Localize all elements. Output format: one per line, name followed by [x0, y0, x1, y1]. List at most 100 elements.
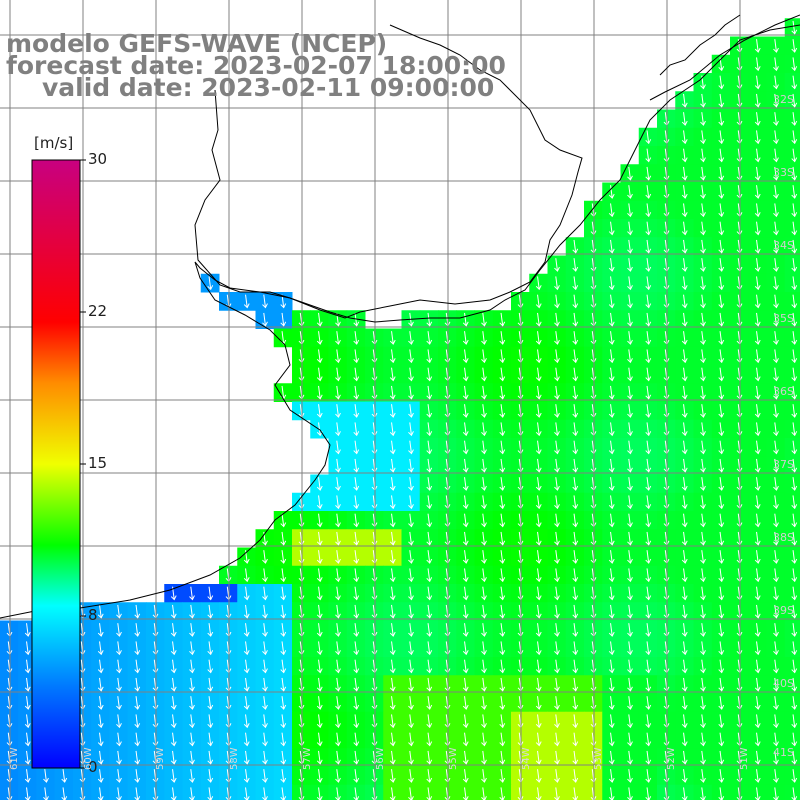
- wind-arrowhead: [754, 686, 761, 692]
- wind-arrow: [555, 513, 558, 527]
- wind-arrow: [774, 641, 777, 655]
- wind-arrow: [537, 732, 540, 746]
- wind-arrowhead: [116, 631, 122, 637]
- wind-arrow: [281, 677, 285, 691]
- wind-arrow: [683, 586, 686, 600]
- wind-arrowhead: [280, 631, 287, 637]
- wind-arrowhead: [791, 66, 798, 72]
- wind-arrowhead: [681, 522, 688, 528]
- wind-arrow: [610, 331, 613, 345]
- wind-cell: [784, 200, 800, 220]
- wind-arrow: [774, 714, 777, 728]
- wind-arrowhead: [554, 650, 560, 656]
- wind-arrow: [774, 495, 777, 509]
- wind-arrow: [427, 568, 431, 582]
- wind-arrowhead: [681, 230, 688, 236]
- wind-arrowhead: [353, 522, 360, 528]
- wind-arrow: [281, 531, 285, 545]
- wind-arrowhead: [280, 303, 287, 309]
- wind-arrow: [44, 787, 47, 800]
- wind-arrowhead: [207, 796, 214, 800]
- wind-arrowhead: [645, 631, 652, 637]
- wind-arrowhead: [426, 522, 433, 528]
- wind-arrow: [500, 331, 504, 345]
- wind-arrow: [701, 331, 704, 345]
- wind-arrowhead: [754, 741, 761, 747]
- wind-arrow: [774, 367, 777, 381]
- wind-arrowhead: [718, 431, 725, 437]
- wind-arrowhead: [189, 613, 195, 619]
- wind-arrowhead: [335, 467, 341, 473]
- wind-arrow: [482, 477, 485, 491]
- wind-arrowhead: [170, 777, 177, 783]
- wind-arrowhead: [335, 577, 341, 583]
- wind-arrowhead: [280, 522, 287, 528]
- wind-arrow: [190, 732, 193, 746]
- wind-arrow: [756, 404, 759, 418]
- wind-arrow: [683, 166, 686, 180]
- wind-arrowhead: [773, 412, 779, 418]
- wind-arrow: [409, 367, 412, 381]
- wind-arrow: [427, 440, 431, 454]
- wind-arrowhead: [700, 157, 706, 163]
- wind-arrow: [610, 367, 613, 381]
- wind-arrow: [628, 550, 631, 564]
- wind-arrowhead: [718, 723, 725, 729]
- wind-arrowhead: [700, 595, 706, 601]
- wind-arrowhead: [754, 431, 761, 437]
- wind-arrow: [354, 550, 358, 564]
- wind-arrow: [646, 732, 650, 746]
- wind-arrow: [646, 623, 650, 637]
- wind-arrowhead: [572, 431, 579, 437]
- wind-arrowhead: [754, 321, 761, 327]
- wind-arrow: [719, 550, 723, 564]
- wind-arrowhead: [335, 449, 341, 455]
- wind-arrowhead: [462, 631, 469, 637]
- wind-arrowhead: [773, 394, 779, 400]
- wind-arrow: [792, 385, 796, 399]
- wind-arrowhead: [499, 339, 506, 345]
- wind-arrowhead: [280, 796, 287, 800]
- wind-arrow: [464, 623, 467, 637]
- wind-arrowhead: [426, 467, 433, 473]
- lat-label-34s: 34S: [773, 239, 794, 252]
- wind-arrow: [683, 604, 686, 618]
- wind-arrow: [427, 513, 431, 527]
- wind-arrowhead: [754, 157, 761, 163]
- wind-arrow: [792, 750, 796, 764]
- wind-arrow: [354, 568, 358, 582]
- wind-arrowhead: [554, 577, 560, 583]
- wind-arrowhead: [426, 431, 433, 437]
- wind-arrow: [555, 586, 558, 600]
- wind-arrowhead: [408, 449, 414, 455]
- wind-arrow: [701, 495, 704, 509]
- wind-arrowhead: [353, 759, 360, 765]
- wind-arrowhead: [754, 120, 761, 126]
- wind-arrow: [610, 258, 613, 272]
- wind-arrow: [701, 769, 704, 783]
- wind-arrow: [336, 440, 339, 454]
- wind-arrow: [701, 404, 704, 418]
- wind-arrow: [774, 659, 777, 673]
- wind-arrow: [336, 550, 339, 564]
- wind-arrowhead: [700, 777, 706, 783]
- wind-arrow: [190, 769, 193, 783]
- wind-arrowhead: [700, 485, 706, 491]
- wind-arrow: [464, 787, 467, 800]
- wind-arrow: [336, 331, 339, 345]
- wind-arrow: [336, 477, 339, 491]
- wind-arrow: [719, 513, 723, 527]
- wind-arrow: [756, 477, 759, 491]
- wind-arrow: [792, 221, 796, 235]
- wind-arrow: [190, 714, 193, 728]
- wind-arrowhead: [608, 686, 615, 692]
- wind-arrow: [354, 385, 358, 399]
- wind-arrow: [573, 440, 577, 454]
- wind-arrowhead: [353, 321, 360, 327]
- wind-arrowhead: [481, 321, 487, 327]
- wind-arrow: [646, 604, 650, 618]
- wind-arrowhead: [627, 193, 633, 199]
- wind-arrow: [719, 458, 723, 472]
- wind-arrowhead: [116, 704, 122, 710]
